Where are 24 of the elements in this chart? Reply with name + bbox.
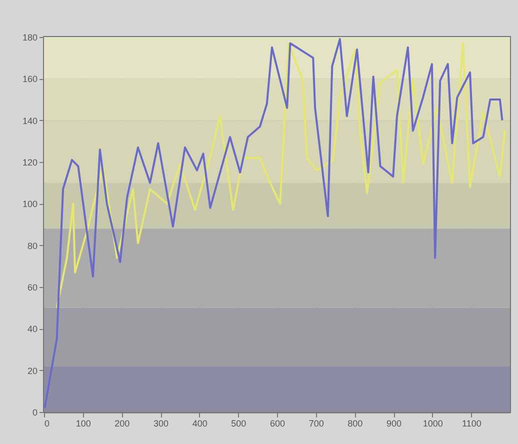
y-tick-label: 60	[27, 282, 38, 292]
x-tick-label: 200	[114, 418, 130, 428]
x-tick-label: 100	[76, 418, 91, 428]
y-tick-label: 120	[22, 158, 38, 168]
y-tick-label: 40	[27, 324, 38, 334]
y-tick-label: 0	[32, 408, 38, 418]
x-tick-label: 300	[153, 418, 169, 428]
x-tick-label: 1000	[422, 418, 443, 428]
y-tick-label: 80	[27, 240, 38, 251]
y-tick-label: 160	[22, 74, 38, 84]
x-tick-label: 500	[231, 418, 246, 428]
x-tick-label: 700	[308, 418, 324, 428]
y-tick-label: 100	[22, 199, 38, 210]
x-tick-label: 1100	[462, 418, 482, 428]
y-tick-label: 20	[27, 366, 38, 376]
y-tick-label: 140	[22, 116, 38, 126]
x-tick-label: 800	[348, 418, 363, 428]
line-series	[44, 38, 504, 409]
x-tick-label: 600	[270, 418, 286, 428]
x-tick-label: 400	[192, 418, 208, 428]
line-series	[56, 42, 506, 309]
x-tick-label: 900	[386, 418, 402, 428]
y-tick-label: 180	[22, 32, 38, 42]
x-tick-label: 0	[44, 418, 50, 428]
